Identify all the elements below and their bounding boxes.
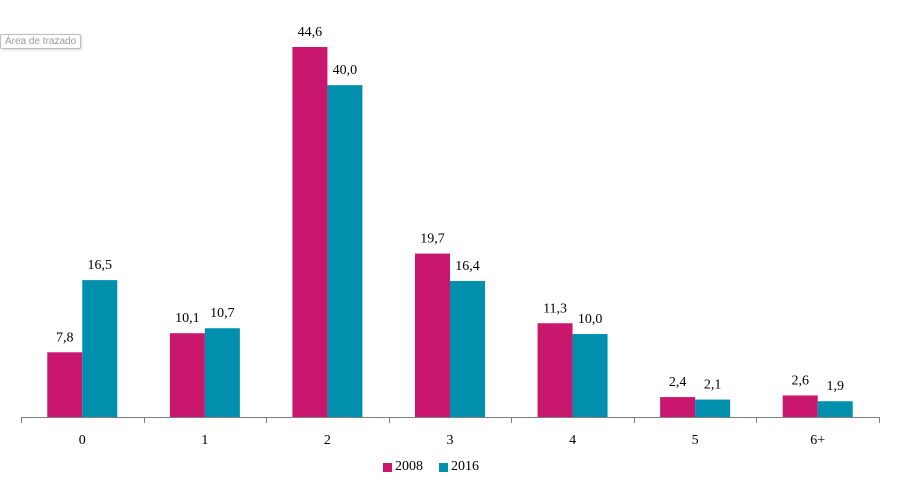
bar-2008-2 xyxy=(292,47,328,417)
data-label-2008-1: 10,1 xyxy=(175,311,200,326)
bar-2016-4 xyxy=(572,334,608,417)
x-tick-label-6+: 6+ xyxy=(810,433,825,448)
x-tick-label-3: 3 xyxy=(447,433,454,448)
legend-label-2016: 2016 xyxy=(451,459,479,474)
bar-2008-4 xyxy=(537,323,573,417)
legend-swatch-2008 xyxy=(383,462,392,472)
data-label-2008-4: 11,3 xyxy=(543,301,567,316)
data-label-2008-6+: 2,6 xyxy=(791,373,809,388)
bar-2008-3 xyxy=(415,253,450,417)
data-label-2008-3: 19,7 xyxy=(420,232,445,247)
data-label-2016-6+: 1,9 xyxy=(826,379,844,394)
bar-2016-0 xyxy=(82,280,118,417)
x-tick-label-4: 4 xyxy=(569,433,576,448)
x-tick-label-0: 0 xyxy=(79,433,86,448)
x-tick-label-1: 1 xyxy=(201,433,208,448)
bar-2016-5 xyxy=(695,399,731,417)
data-label-2008-5: 2,4 xyxy=(669,375,687,390)
data-label-2016-1: 10,7 xyxy=(210,306,235,321)
legend: 2008 2016 xyxy=(383,459,479,475)
data-label-2016-2: 40,0 xyxy=(333,63,358,78)
data-label-2016-4: 10,0 xyxy=(578,312,603,327)
bar-2016-1 xyxy=(204,328,240,417)
data-label-2016-3: 16,4 xyxy=(455,259,480,274)
bar-2016-2 xyxy=(327,85,363,417)
legend-item-2016: 2016 xyxy=(439,459,479,475)
plot-area-tooltip: Área de trazado xyxy=(0,34,82,49)
data-label-2016-5: 2,1 xyxy=(704,378,722,393)
x-tick-label-2: 2 xyxy=(324,433,331,448)
data-labels-layer: 7,8 10,1 44,6 19,7 11,3 2,4 2,6 16,5 10,7 40,0 16,… xyxy=(56,25,844,394)
bar-2008-5 xyxy=(660,397,696,417)
legend-label-2008: 2008 xyxy=(395,459,423,474)
data-label-2016-0: 16,5 xyxy=(88,258,113,273)
data-label-2008-0: 7,8 xyxy=(56,330,74,345)
bar-2016-6+ xyxy=(817,401,853,417)
bars-layer xyxy=(47,47,853,417)
data-label-2008-2: 44,6 xyxy=(298,25,323,40)
x-axis: 0 1 2 3 4 5 6+ xyxy=(21,417,880,448)
bar-2008-0 xyxy=(47,352,83,417)
bar-2016-3 xyxy=(450,280,485,417)
bar-2008-1 xyxy=(169,333,205,417)
legend-item-2008: 2008 xyxy=(383,459,423,475)
legend-swatch-2016 xyxy=(439,462,448,472)
bar-2008-6+ xyxy=(782,395,818,417)
x-tick-label-5: 5 xyxy=(692,433,699,448)
